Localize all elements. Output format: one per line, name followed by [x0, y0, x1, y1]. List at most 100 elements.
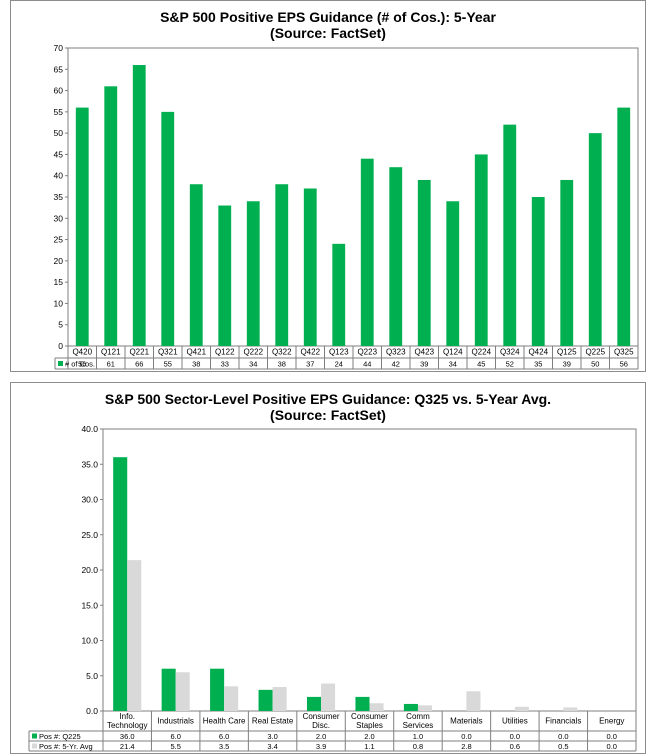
category-label: Q423 [414, 348, 434, 357]
bar [161, 111, 175, 346]
y-tick-label: 0 [58, 341, 63, 351]
data-label: 6.0 [219, 732, 229, 741]
bar [210, 668, 225, 711]
category-label: Q121 [101, 348, 121, 357]
data-label: 24 [335, 360, 343, 369]
chart-title: S&P 500 Positive EPS Guidance (# of Cos.… [160, 9, 496, 25]
category-label: Q324 [500, 348, 520, 357]
bar [446, 201, 460, 346]
y-tick-label: 30.0 [81, 495, 98, 505]
data-label: 56 [78, 360, 86, 369]
category-label: Q422 [300, 348, 320, 357]
category-label: Comm Services [403, 712, 434, 730]
bar [355, 696, 370, 711]
data-label: 6.0 [170, 732, 180, 741]
data-label: 66 [135, 360, 143, 369]
bar [224, 686, 239, 711]
data-label: 0.8 [413, 742, 423, 751]
category-label: Info. Technology [107, 712, 147, 730]
chart-subtitle: (Source: FactSet) [270, 25, 386, 41]
category-label: Q221 [129, 348, 149, 357]
y-tick-label: 45 [54, 149, 64, 159]
data-label: 39 [420, 360, 428, 369]
bar [417, 179, 431, 346]
category-label: Q421 [186, 348, 206, 357]
data-label: 34 [449, 360, 457, 369]
bar [175, 672, 190, 711]
category-label: Q124 [443, 348, 463, 357]
data-label: 56 [620, 360, 628, 369]
chart-title: S&P 500 Sector-Level Positive EPS Guidan… [104, 391, 552, 407]
data-label: 34 [249, 360, 257, 369]
chart-subtitle: (Source: FactSet) [270, 407, 386, 423]
bar [369, 703, 384, 711]
y-tick-label: 15.0 [81, 600, 98, 610]
bar [303, 188, 317, 346]
bar [360, 158, 374, 346]
category-label: Health Care [203, 717, 246, 726]
data-label: 3.5 [219, 742, 229, 751]
category-label: Q223 [357, 348, 377, 357]
bar [332, 243, 346, 346]
data-label: 39 [563, 360, 571, 369]
bar [531, 197, 545, 346]
y-tick-label: 10.0 [81, 636, 98, 646]
category-label: Q323 [386, 348, 406, 357]
data-label: 0.0 [461, 732, 471, 741]
category-label: Financials [545, 717, 581, 726]
bar [246, 201, 260, 346]
category-label: Q222 [243, 348, 263, 357]
y-tick-label: 50 [54, 128, 64, 138]
legend-key [32, 743, 37, 749]
y-tick-label: 20 [54, 256, 64, 266]
bar [104, 86, 118, 347]
bar [560, 179, 574, 346]
bar [275, 184, 289, 346]
category-label: Consumer Staples [351, 712, 388, 730]
legend-label: Pos #: Q225 [39, 732, 81, 741]
data-label: 44 [363, 360, 371, 369]
data-label: 42 [392, 360, 400, 369]
data-label: 0.0 [607, 732, 617, 741]
bar [503, 124, 517, 346]
bar [617, 107, 631, 346]
y-tick-label: 40 [54, 171, 64, 181]
bar-chart-sector: 0.0 5.0 10.0 15.0 20.0 25.0 30.0 35.0 40.0 Info. T… [28, 424, 637, 752]
y-tick-label: 5.0 [86, 671, 98, 681]
bar [563, 707, 578, 711]
legend-label: # of Cos. [65, 360, 95, 369]
category-label: Materials [450, 717, 482, 726]
bar [588, 133, 602, 346]
data-label: 45 [477, 360, 485, 369]
data-label: 0.0 [558, 732, 568, 741]
y-tick-label: 5 [58, 320, 63, 330]
y-tick-label: 35 [54, 192, 64, 202]
y-tick-label: 20.0 [81, 565, 98, 575]
bar [466, 691, 481, 711]
data-label: 1.0 [413, 732, 423, 741]
category-label: Q122 [215, 348, 235, 357]
category-label: Q322 [272, 348, 292, 357]
y-tick-label: 0.0 [86, 706, 98, 716]
y-tick-label: 10 [54, 298, 64, 308]
bar [258, 689, 273, 711]
bar [321, 683, 336, 711]
data-label: 2.0 [316, 732, 326, 741]
category-label: Q125 [557, 348, 577, 357]
bar [306, 696, 322, 711]
data-label: 2.0 [364, 732, 374, 741]
category-label: Q424 [528, 348, 548, 357]
y-tick-label: 35.0 [81, 459, 98, 469]
data-label: 55 [164, 360, 172, 369]
y-tick-label: 60 [54, 86, 64, 96]
data-label: 0.5 [558, 742, 568, 751]
bar [389, 167, 403, 346]
data-label: 3.4 [267, 742, 277, 751]
data-label: 33 [221, 360, 229, 369]
plot-area [102, 428, 637, 712]
data-label: 2.8 [461, 742, 471, 751]
data-label: 50 [591, 360, 599, 369]
category-label: Utilities [502, 717, 528, 726]
plot-area [67, 47, 639, 347]
data-label: 1.1 [364, 742, 374, 751]
